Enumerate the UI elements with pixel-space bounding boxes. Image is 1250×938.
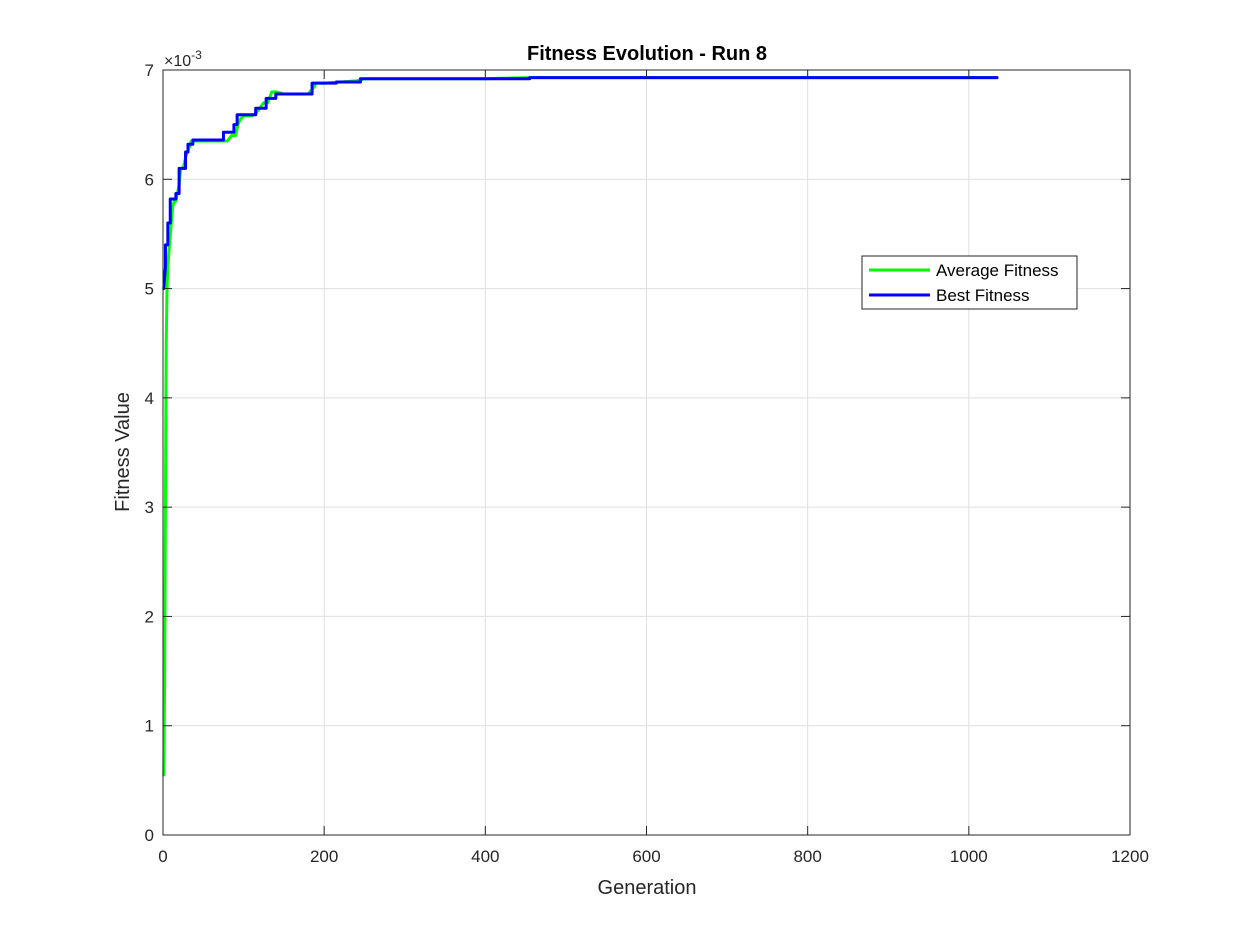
y-tick-label: 1 (145, 717, 154, 736)
y-tick-label: 2 (145, 607, 154, 626)
x-tick-label: 0 (158, 847, 167, 866)
legend-box (861, 255, 1078, 310)
y-tick-label: 3 (145, 498, 154, 517)
legend-label-best-fitness: Best Fitness (936, 286, 1030, 305)
y-tick-label: 4 (145, 389, 154, 408)
y-axis-label: Fitness Value (112, 392, 134, 512)
y-tick-label: 6 (145, 170, 154, 189)
y-tick-label: 5 (145, 280, 154, 299)
x-tick-label: 600 (632, 847, 660, 866)
y-exponent-label: ×10-3 (164, 48, 202, 70)
chart-title: Fitness Evolution - Run 8 (527, 43, 767, 65)
legend: Average Fitness Best Fitness (861, 255, 1078, 310)
x-tick-labels: 0 200 400 600 800 1000 1200 (158, 847, 1149, 866)
y-tick-label: 0 (145, 826, 154, 845)
series-line-best-fitness (162, 76, 999, 291)
x-tick-label: 1000 (950, 847, 988, 866)
grid (163, 70, 1130, 835)
y-tick-label: 7 (145, 61, 154, 80)
y-exponent-base: ×10 (164, 53, 191, 70)
legend-label-average-fitness: Average Fitness (936, 261, 1059, 280)
y-exponent-power: -3 (191, 48, 202, 62)
x-tick-label: 800 (793, 847, 821, 866)
y-tick-labels: 0 1 2 3 4 5 6 7 (145, 61, 154, 845)
x-tick-label: 200 (310, 847, 338, 866)
series-layer (162, 76, 999, 777)
x-axis-label: Generation (598, 877, 697, 899)
ticks (162, 69, 1131, 836)
x-tick-label: 1200 (1111, 847, 1149, 866)
x-tick-label: 400 (471, 847, 499, 866)
